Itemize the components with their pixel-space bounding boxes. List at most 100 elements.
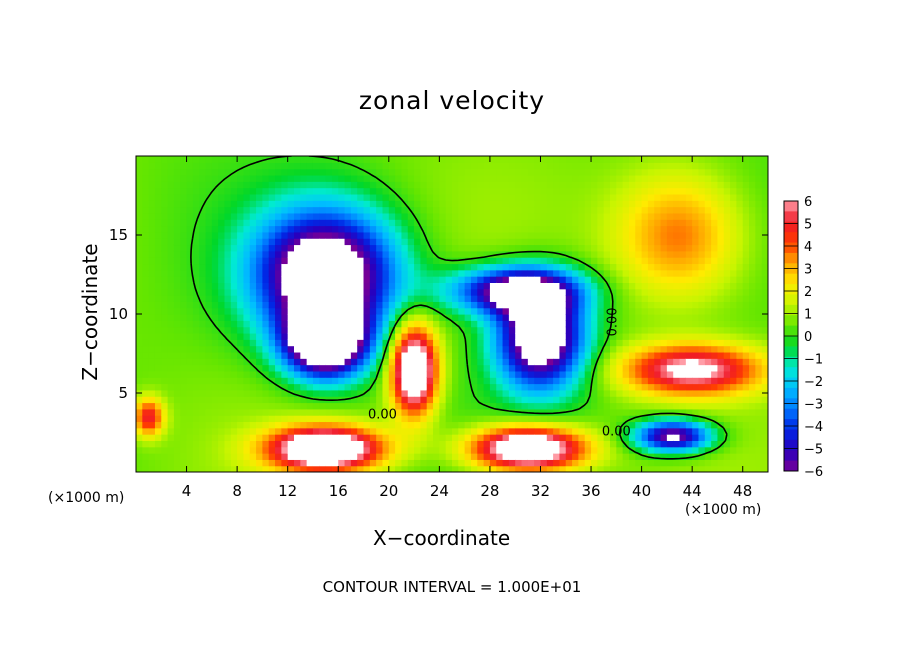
field-cell: [401, 396, 409, 404]
field-cell: [281, 332, 289, 340]
field-cell: [616, 389, 624, 397]
field-cell: [565, 440, 573, 448]
field-cell: [230, 421, 238, 429]
field-cell: [723, 408, 731, 416]
field-cell: [401, 282, 409, 290]
field-cell: [565, 288, 573, 296]
field-cell: [635, 453, 643, 460]
field-cell: [192, 174, 200, 182]
field-cell: [395, 314, 403, 321]
field-cell: [154, 162, 162, 170]
field-cell: [350, 212, 358, 220]
field-cell: [142, 440, 150, 448]
field-cell: [698, 427, 706, 435]
field-cell: [572, 396, 579, 404]
field-cell: [496, 332, 504, 340]
field-cell: [452, 219, 459, 227]
field-cell: [363, 156, 371, 163]
field-cell: [433, 301, 440, 309]
field-cell: [755, 383, 763, 391]
field-cell: [275, 193, 282, 201]
field-cell: [458, 402, 466, 410]
field-cell: [445, 231, 453, 239]
field-cell: [578, 263, 586, 271]
field-cell: [489, 383, 497, 391]
field-cell: [294, 181, 301, 189]
field-cell: [180, 408, 188, 416]
field-cell: [572, 219, 579, 227]
field-cell: [401, 162, 409, 170]
field-cell: [414, 440, 421, 448]
field-cell: [559, 200, 567, 208]
field-cell: [414, 332, 421, 340]
field-cell: [306, 389, 314, 397]
field-cell: [723, 181, 731, 189]
field-cell: [628, 174, 636, 182]
field-cell: [704, 389, 712, 397]
field-cell: [294, 269, 301, 277]
field-cell: [173, 288, 181, 296]
field-cell: [249, 238, 257, 246]
field-cell: [382, 231, 390, 239]
field-cell: [597, 156, 605, 163]
field-cell: [167, 276, 175, 283]
field-cell: [685, 364, 693, 372]
field-cell: [679, 351, 687, 359]
field-cell: [527, 320, 535, 328]
field-cell: [666, 269, 674, 277]
field-cell: [382, 370, 390, 378]
field-cell: [230, 453, 238, 460]
field-cell: [350, 200, 358, 208]
field-cell: [142, 156, 150, 163]
field-cell: [673, 453, 681, 460]
field-cell: [603, 295, 611, 302]
field-cell: [761, 263, 768, 271]
field-cell: [319, 332, 327, 340]
field-cell: [534, 181, 542, 189]
field-cell: [211, 212, 219, 220]
field-cell: [306, 212, 314, 220]
field-cell: [749, 257, 756, 265]
field-cell: [584, 282, 592, 290]
field-cell: [584, 187, 592, 195]
field-cell: [294, 162, 301, 170]
field-cell: [148, 212, 156, 220]
field-cell: [180, 187, 188, 195]
field-cell: [167, 231, 175, 239]
field-cell: [300, 288, 308, 296]
field-cell: [755, 358, 763, 366]
field-cell: [180, 295, 188, 302]
field-cell: [230, 415, 238, 423]
field-cell: [439, 295, 447, 302]
field-cell: [344, 307, 352, 315]
field-cell: [730, 440, 737, 448]
field-cell: [275, 174, 282, 182]
field-cell: [319, 364, 327, 372]
field-cell: [281, 206, 289, 214]
field-cell: [679, 345, 687, 353]
field-cell: [736, 314, 744, 321]
field-cell: [325, 345, 333, 353]
field-cell: [173, 377, 181, 385]
field-cell: [622, 276, 630, 283]
field-cell: [477, 156, 485, 163]
field-cell: [515, 415, 523, 423]
field-cell: [464, 332, 472, 340]
field-cell: [597, 396, 605, 404]
field-cell: [136, 168, 143, 176]
field-cell: [369, 459, 377, 467]
field-cell: [572, 282, 579, 290]
field-cell: [199, 250, 207, 258]
field-cell: [515, 181, 523, 189]
field-cell: [565, 320, 573, 328]
field-cell: [256, 282, 263, 290]
field-cell: [211, 446, 219, 454]
field-cell: [154, 206, 162, 214]
field-cell: [660, 244, 668, 252]
field-cell: [148, 156, 156, 163]
field-cell: [357, 440, 365, 448]
field-cell: [433, 193, 440, 201]
field-cell: [224, 212, 232, 220]
field-cell: [616, 396, 624, 404]
field-cell: [622, 231, 630, 239]
